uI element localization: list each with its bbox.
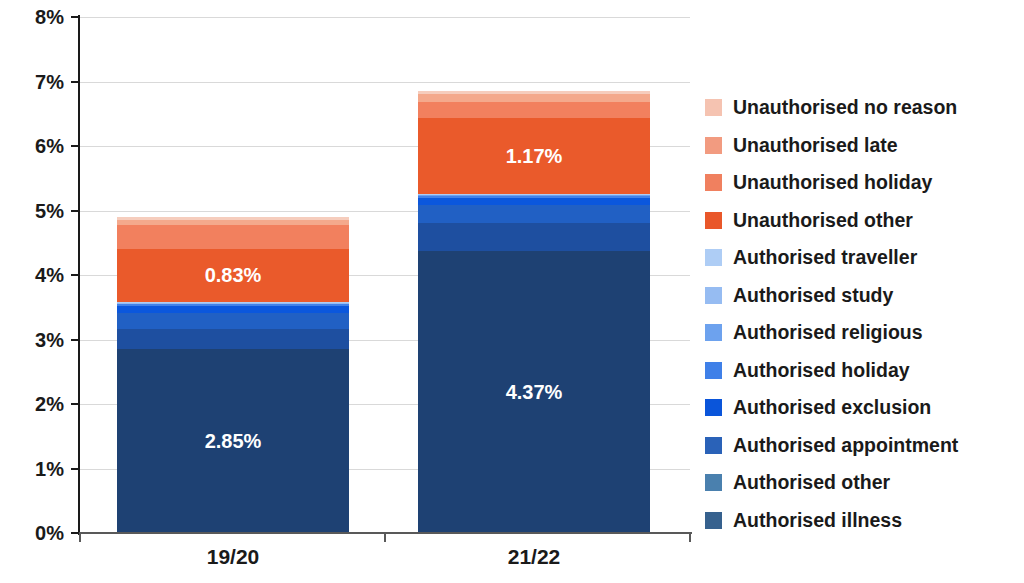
legend-label: Authorised traveller: [733, 246, 917, 269]
legend-item-authorised-traveller: Authorised traveller: [705, 239, 958, 277]
bar-19-20: 2.85% 0.83%: [117, 217, 349, 533]
plot-area: 2.85% 0.83% 4.37% 1.17%: [80, 17, 690, 533]
segment-authorised-religious: [418, 195, 650, 196]
data-label: 2.85%: [205, 431, 262, 451]
y-tick-label: 0%: [0, 523, 64, 543]
segment-authorised-other: [418, 223, 650, 251]
legend-swatch: [705, 212, 722, 229]
segment-authorised-illness: 2.85%: [117, 349, 349, 533]
legend-label: Authorised illness: [733, 509, 902, 532]
data-label: 1.17%: [506, 146, 563, 166]
legend-label: Unauthorised no reason: [733, 96, 957, 119]
segment-unauthorised-holiday: [117, 225, 349, 249]
x-category-label: 21/22: [474, 545, 594, 569]
segment-authorised-holiday: [418, 196, 650, 198]
segment-authorised-illness: 4.37%: [418, 251, 650, 533]
segment-unauthorised-late: [117, 220, 349, 225]
segment-authorised-religious: [117, 303, 349, 304]
legend-label: Authorised appointment: [733, 434, 958, 457]
y-tick-label: 8%: [0, 7, 64, 27]
legend-item-unauthorised-other: Unauthorised other: [705, 202, 958, 240]
x-axis-line: [72, 532, 692, 534]
x-axis-tick: [384, 533, 386, 542]
y-axis-tick: [71, 468, 79, 470]
segment-unauthorised-other: 1.17%: [418, 118, 650, 193]
legend-swatch: [705, 512, 722, 529]
legend-swatch: [705, 287, 722, 304]
legend-swatch: [705, 399, 722, 416]
stacked-bar-chart: 2.85%0.83%4.37%1.17% 0%1%2%3%4%5%6%7%8% …: [0, 0, 1024, 583]
segment-authorised-traveller: [418, 194, 650, 195]
bar-21-22: 4.37% 1.17%: [418, 91, 650, 533]
legend-label: Unauthorised other: [733, 209, 913, 232]
segment-authorised-study: [418, 194, 650, 195]
legend-swatch: [705, 137, 722, 154]
segment-unauthorised-no-reason: [117, 217, 349, 220]
y-axis-tick: [71, 145, 79, 147]
y-tick-label: 5%: [0, 201, 64, 221]
legend-swatch: [705, 99, 722, 116]
x-axis-tick: [689, 533, 691, 542]
segment-authorised-holiday: [117, 304, 349, 306]
y-tick-label: 4%: [0, 265, 64, 285]
legend-label: Authorised exclusion: [733, 396, 931, 419]
segment-unauthorised-other: 0.83%: [117, 249, 349, 303]
legend-swatch: [705, 324, 722, 341]
gridline: [80, 17, 690, 18]
segment-unauthorised-no-reason: [418, 91, 650, 94]
segment-authorised-traveller: [117, 302, 349, 303]
segment-authorised-exclusion: [418, 198, 650, 206]
y-axis-tick: [71, 16, 79, 18]
legend-label: Unauthorised holiday: [733, 171, 932, 194]
legend-label: Authorised holiday: [733, 359, 910, 382]
legend-label: Unauthorised late: [733, 134, 898, 157]
legend-swatch: [705, 437, 722, 454]
legend-item-authorised-study: Authorised study: [705, 277, 958, 315]
y-axis-tick: [71, 81, 79, 83]
legend-item-authorised-other: Authorised other: [705, 464, 958, 502]
y-axis-tick: [71, 532, 79, 534]
legend-item-unauthorised-no-reason: Unauthorised no reason: [705, 89, 958, 127]
legend-label: Authorised other: [733, 471, 890, 494]
data-label: 4.37%: [506, 382, 563, 402]
segment-unauthorised-late: [418, 94, 650, 101]
legend-item-authorised-religious: Authorised religious: [705, 314, 958, 352]
legend-label: Authorised study: [733, 284, 893, 307]
segment-authorised-other: [117, 329, 349, 349]
segment-authorised-exclusion: [117, 306, 349, 313]
segment-unauthorised-holiday: [418, 102, 650, 119]
segment-authorised-appointment: [418, 205, 650, 223]
y-tick-label: 3%: [0, 330, 64, 350]
gridline: [80, 82, 690, 83]
y-axis-tick: [71, 210, 79, 212]
legend-item-unauthorised-holiday: Unauthorised holiday: [705, 164, 958, 202]
legend-swatch: [705, 249, 722, 266]
legend-item-unauthorised-late: Unauthorised late: [705, 127, 958, 165]
legend-swatch: [705, 474, 722, 491]
legend-item-authorised-holiday: Authorised holiday: [705, 352, 958, 390]
y-axis-tick: [71, 274, 79, 276]
y-tick-label: 1%: [0, 459, 64, 479]
legend-item-authorised-appointment: Authorised appointment: [705, 427, 958, 465]
y-tick-label: 2%: [0, 394, 64, 414]
x-category-label: 19/20: [173, 545, 293, 569]
x-axis-tick: [79, 533, 81, 542]
y-tick-label: 6%: [0, 136, 64, 156]
legend-label: Authorised religious: [733, 321, 923, 344]
y-tick-label: 7%: [0, 72, 64, 92]
legend-swatch: [705, 362, 722, 379]
legend-item-authorised-exclusion: Authorised exclusion: [705, 389, 958, 427]
y-axis-tick: [71, 339, 79, 341]
legend-swatch: [705, 174, 722, 191]
data-label: 0.83%: [205, 265, 262, 285]
legend: Unauthorised no reason Unauthorised late U…: [705, 89, 958, 539]
segment-authorised-study: [117, 303, 349, 304]
legend-item-authorised-illness: Authorised illness: [705, 502, 958, 540]
segment-authorised-appointment: [117, 313, 349, 329]
y-axis-tick: [71, 403, 79, 405]
